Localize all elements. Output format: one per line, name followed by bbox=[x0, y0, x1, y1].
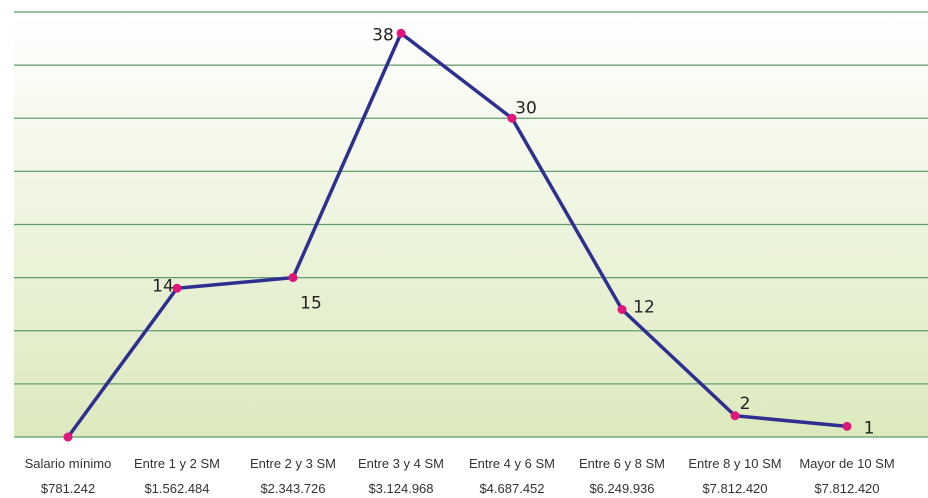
data-point bbox=[396, 28, 406, 38]
x-tick-label: $7.812.420 bbox=[814, 481, 879, 496]
data-point bbox=[617, 305, 627, 314]
data-label: 1 bbox=[864, 418, 875, 438]
x-tick-label: $1.562.484 bbox=[144, 481, 209, 496]
x-tick-label: Entre 3 y 4 SM bbox=[358, 456, 444, 471]
data-point bbox=[730, 411, 740, 421]
x-tick-label: $6.249.936 bbox=[589, 481, 654, 496]
data-point bbox=[842, 421, 852, 431]
series-line bbox=[66, 31, 849, 439]
data-point bbox=[172, 283, 182, 293]
x-tick-label: Entre 2 y 3 SM bbox=[250, 456, 336, 471]
x-tick-label: Entre 8 y 10 SM bbox=[688, 456, 781, 471]
data-label: 12 bbox=[633, 298, 655, 318]
x-tick-label: $3.124.968 bbox=[368, 481, 433, 496]
x-tick-label: Mayor de 10 SM bbox=[799, 456, 894, 471]
x-tick-label: $781.242 bbox=[41, 481, 95, 496]
data-label: 38 bbox=[372, 25, 394, 45]
x-tick-label: $2.343.726 bbox=[260, 481, 325, 496]
x-tick-label: Salario mínimo bbox=[25, 456, 112, 471]
grid bbox=[14, 11, 928, 438]
x-axis-tick-labels: Salario mínimo $781.242 Entre 1 y 2 SM $1.5… bbox=[25, 456, 895, 496]
x-tick-label: $4.687.452 bbox=[479, 481, 544, 496]
data-point-layer bbox=[63, 28, 852, 442]
data-label: 2 bbox=[740, 394, 751, 414]
x-tick-label: Entre 6 y 8 SM bbox=[579, 456, 665, 471]
data-label-layer: 14 15 38 30 12 2 1 bbox=[152, 25, 874, 438]
data-point bbox=[288, 273, 298, 283]
data-label: 14 bbox=[152, 276, 174, 296]
data-label: 15 bbox=[300, 294, 322, 314]
data-label: 30 bbox=[515, 98, 537, 118]
x-tick-label: Entre 4 y 6 SM bbox=[469, 456, 555, 471]
x-tick-label: $7.812.420 bbox=[702, 481, 767, 496]
data-point bbox=[63, 432, 73, 442]
series-line-layer bbox=[66, 31, 849, 439]
data-point bbox=[507, 113, 517, 123]
x-tick-label: Entre 1 y 2 SM bbox=[134, 456, 220, 471]
